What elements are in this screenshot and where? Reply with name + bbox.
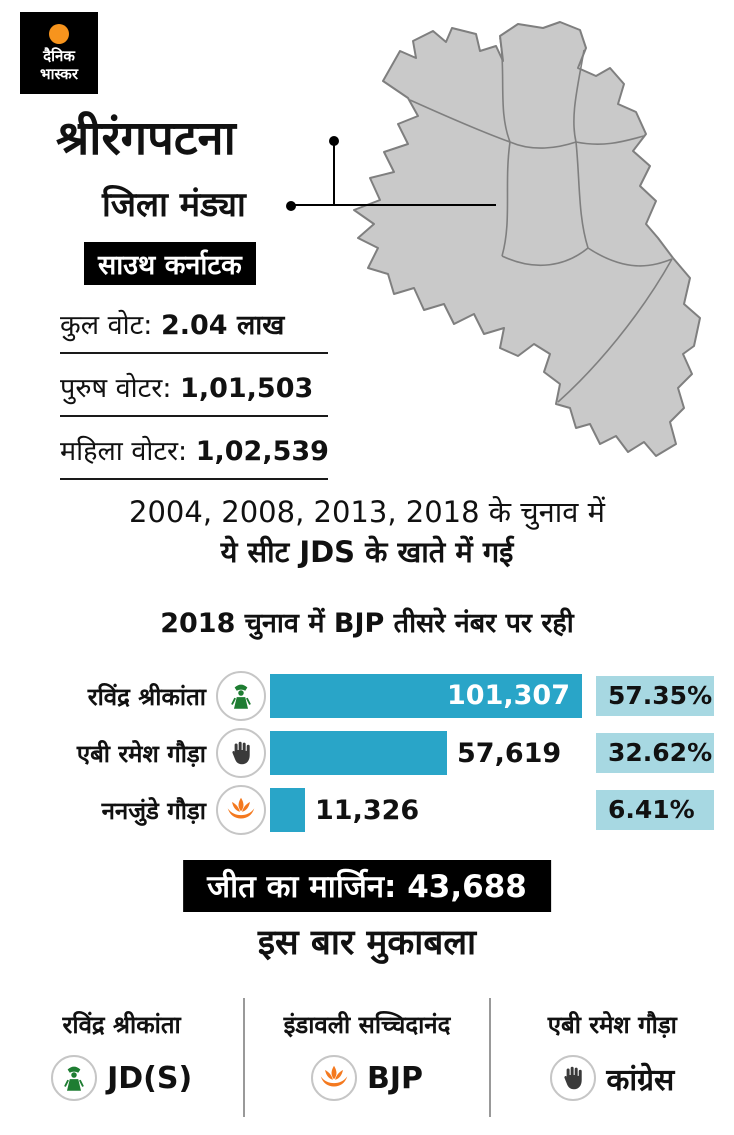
voter-stats: कुल वोट: 2.04 लाख पुरुष वोटर: 1,01,503 म… — [60, 298, 329, 487]
vote-bar — [270, 788, 305, 832]
history-line1: 2004, 2008, 2013, 2018 के चुनाव में — [129, 495, 605, 529]
contender-name: रविंद्र श्रीकांता — [62, 1011, 181, 1039]
map-outline — [353, 21, 701, 457]
note-2018-result: 2018 चुनाव में BJP तीसरे नंबर पर रही — [160, 608, 574, 639]
congress-hand-icon — [216, 728, 266, 778]
party-label: कांग्रेस — [606, 1062, 675, 1098]
map-taluk-borders — [409, 37, 673, 403]
party-row: JD(S) — [4, 1055, 239, 1101]
candidate-name: एबी रमेश गौड़ा — [76, 739, 206, 768]
stat-label: कुल वोट: — [60, 310, 153, 341]
region-badge: साउथ कर्नाटक — [84, 242, 256, 285]
district-title: जिला मंड्या — [102, 185, 246, 225]
vote-count: 11,326 — [315, 794, 420, 826]
contenders-row: रविंद्र श्रीकांता JD(S) इंडावली सच्चिदान… — [0, 998, 734, 1117]
bjp-lotus-icon — [216, 785, 266, 835]
jds-symbol-icon — [51, 1055, 98, 1101]
vote-bar — [270, 731, 447, 775]
sun-icon — [49, 23, 69, 44]
contender-jds: रविंद्र श्रीकांता JD(S) — [0, 998, 243, 1117]
map-connector-vertical-line — [333, 144, 335, 206]
map-connector-horizontal-line — [294, 204, 496, 206]
district-map — [353, 21, 701, 457]
history-line2: ये सीट JDS के खाते में गई — [220, 535, 514, 569]
party-label: BJP — [366, 1060, 423, 1096]
stat-label: पुरुष वोटर: — [60, 373, 172, 404]
stat-male-voters: पुरुष वोटर: 1,01,503 — [60, 361, 328, 417]
title-pointer-dot — [329, 136, 339, 146]
stat-female-voters: महिला वोटर: 1,02,539 — [60, 424, 329, 480]
vote-percent-badge: 32.62% — [596, 733, 714, 773]
stat-value: 2.04 लाख — [160, 310, 285, 341]
chart-row-jds: रविंद्र श्रीकांता 101,307 57.35% — [14, 671, 726, 721]
logo-text-line2: भास्कर — [40, 64, 78, 83]
chart-row-bjp: ननजुंडे गौड़ा 11,326 6.41% — [14, 785, 726, 835]
candidate-name: रविंद्र श्रीकांता — [87, 682, 206, 711]
vote-percent-badge: 6.41% — [596, 790, 714, 830]
bar-track: 57,619 — [270, 731, 582, 775]
winning-margin-banner: जीत का मार्जिन: 43,688 — [183, 860, 551, 912]
district-pointer-dot — [286, 201, 296, 211]
bar-track: 11,326 — [270, 788, 582, 832]
bjp-lotus-icon — [310, 1055, 357, 1101]
stat-value: 1,01,503 — [180, 373, 314, 404]
contest-heading: इस बार मुकाबला — [257, 923, 477, 963]
vote-percent-badge: 57.35% — [596, 676, 714, 716]
vote-bar: 101,307 — [270, 674, 582, 718]
constituency-title: श्रीरंगपटना — [56, 111, 236, 166]
vote-bar-chart: रविंद्र श्रीकांता 101,307 57.35% एबी रमे… — [14, 671, 726, 843]
chart-row-congress: एबी रमेश गौड़ा 57,619 32.62% — [14, 728, 726, 778]
congress-hand-icon — [550, 1055, 597, 1101]
party-label: JD(S) — [107, 1060, 193, 1096]
party-row: कांग्रेस — [495, 1055, 730, 1101]
bar-track: 101,307 — [270, 674, 582, 718]
contender-bjp: इंडावली सच्चिदानंद BJP — [243, 998, 488, 1117]
jds-symbol-icon — [216, 671, 266, 721]
stat-total-votes: कुल वोट: 2.04 लाख — [60, 298, 328, 354]
contender-name: इंडावली सच्चिदानंद — [283, 1011, 451, 1039]
candidate-name: ननजुंडे गौड़ा — [101, 796, 206, 825]
contender-name: एबी रमेश गौड़ा — [547, 1011, 677, 1039]
vote-count: 101,307 — [447, 680, 570, 711]
contender-congress: एबी रमेश गौड़ा कांग्रेस — [488, 998, 734, 1117]
seat-history-note: 2004, 2008, 2013, 2018 के चुनाव में ये स… — [0, 492, 734, 572]
vote-count: 57,619 — [457, 737, 562, 769]
stat-value: 1,02,539 — [195, 436, 329, 467]
dainik-bhaskar-logo: दैनिक भास्कर — [20, 12, 98, 94]
logo-text-line1: दैनिक — [43, 46, 75, 65]
party-row: BJP — [249, 1055, 484, 1101]
stat-label: महिला वोटर: — [60, 436, 188, 467]
